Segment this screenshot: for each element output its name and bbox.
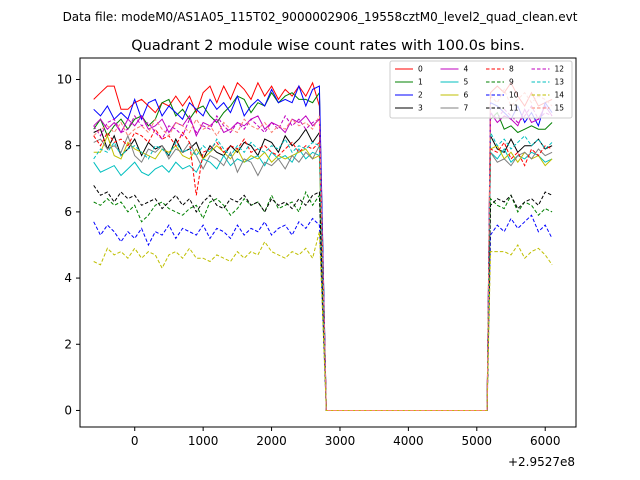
x-offset-label: +2.9527e8 [508, 455, 575, 469]
x-tick-label: 3000 [325, 434, 356, 448]
y-tick-label: 2 [64, 337, 72, 351]
x-tick-label: 1000 [188, 434, 219, 448]
x-tick-label: 5000 [462, 434, 493, 448]
legend-label-14: 14 [555, 91, 565, 100]
x-tick-label: 4000 [393, 434, 424, 448]
suptitle: Data file: modeM0/AS1A05_115T02_90000029… [63, 10, 578, 24]
y-axis: 0 2 4 6 8 10 [57, 73, 80, 417]
legend-label-7: 7 [464, 104, 469, 113]
legend-label-4: 4 [464, 65, 469, 74]
legend-label-10: 10 [509, 91, 519, 100]
legend-label-9: 9 [509, 78, 514, 87]
axes-frame [79, 57, 577, 428]
legend-label-3: 3 [418, 104, 423, 113]
x-tick-label: 0 [131, 434, 139, 448]
legend-label-6: 6 [464, 91, 469, 100]
legend-box [389, 60, 573, 119]
series-line-15 [93, 88, 553, 411]
y-tick-label: 0 [64, 403, 72, 417]
y-tick-label: 10 [57, 73, 72, 87]
legend-label-11: 11 [509, 104, 519, 113]
chart-title: Quadrant 2 module wise count rates with … [131, 38, 525, 54]
legend-label-2: 2 [418, 91, 423, 100]
y-tick-label: 4 [64, 271, 72, 285]
plot-lines [93, 81, 553, 411]
legend-label-13: 13 [555, 78, 565, 87]
x-tick-label: 2000 [256, 434, 287, 448]
series-line-14 [93, 231, 553, 411]
y-tick-label: 6 [64, 205, 72, 219]
legend-label-12: 12 [555, 65, 565, 74]
legend-label-8: 8 [509, 65, 514, 74]
legend-label-5: 5 [464, 78, 469, 87]
y-tick-label: 8 [64, 139, 72, 153]
legend-label-0: 0 [418, 65, 423, 74]
legend-label-1: 1 [418, 78, 423, 87]
x-axis: 0 1000 2000 3000 4000 5000 6000 [131, 427, 561, 448]
legend-label-15: 15 [555, 104, 565, 113]
x-tick-label: 6000 [530, 434, 561, 448]
